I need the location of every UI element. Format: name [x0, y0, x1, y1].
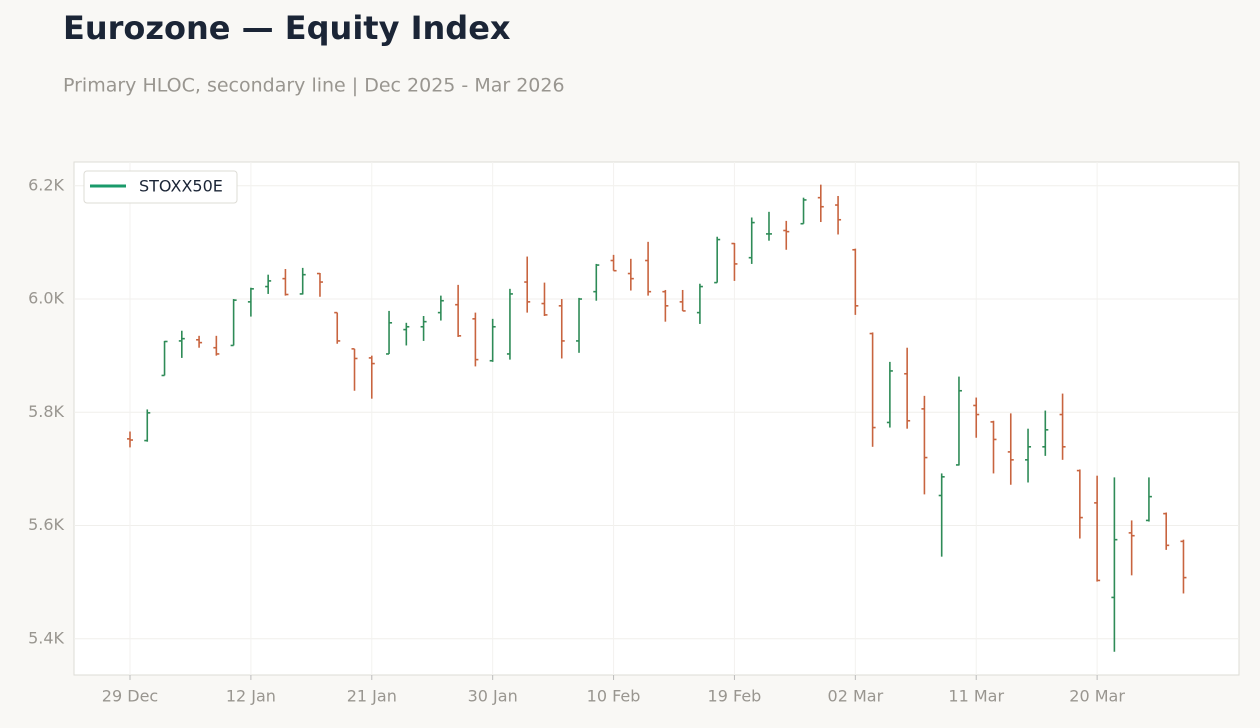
y-tick-label: 5.6K — [28, 515, 64, 534]
legend-box — [83, 170, 238, 204]
plot-area — [73, 161, 1240, 676]
y-tick-label: 5.4K — [28, 628, 64, 647]
chart-subtitle: Primary HLOC, secondary line | Dec 2025 … — [63, 75, 565, 97]
x-tick-label: 21 Jan — [347, 687, 397, 706]
y-tick-label: 5.8K — [28, 402, 64, 421]
y-tick-label: 6.0K — [28, 289, 64, 308]
x-tick-label: 29 Dec — [102, 687, 158, 706]
x-tick-label: 30 Jan — [468, 687, 518, 706]
x-tick-label: 19 Feb — [708, 687, 762, 706]
x-tick-label: 12 Jan — [226, 687, 276, 706]
y-tick-label: 6.2K — [28, 175, 64, 194]
chart-title: Eurozone — Equity Index — [63, 9, 511, 47]
legend-label: STOXX50E — [139, 177, 223, 196]
x-tick-label: 20 Mar — [1069, 687, 1125, 706]
x-tick-label: 11 Mar — [948, 687, 1004, 706]
x-tick-label: 02 Mar — [828, 687, 884, 706]
x-tick-label: 10 Feb — [587, 687, 641, 706]
